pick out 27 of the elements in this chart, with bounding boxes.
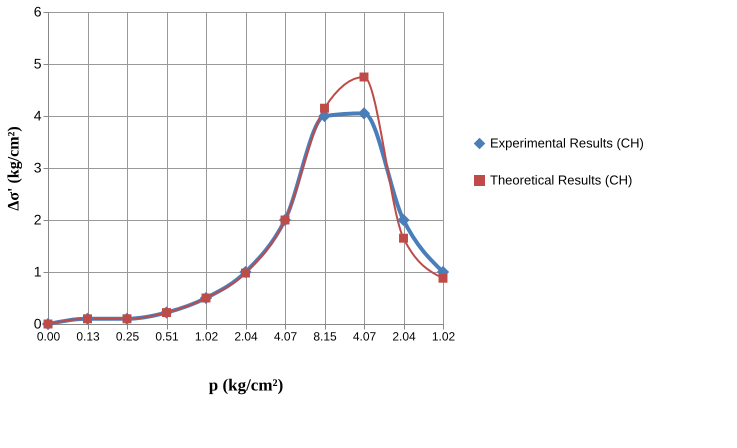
point <box>360 72 368 82</box>
point <box>438 274 448 283</box>
y-tick-label: 1 <box>34 264 42 280</box>
x-tick-label: 8.15 <box>313 330 337 344</box>
y-axis-title: Δσ' (kg/cm²) <box>6 126 23 211</box>
x-tick-label: 2.04 <box>234 330 258 344</box>
y-tick-label: 6 <box>34 4 42 20</box>
y-tick-label: 4 <box>34 108 42 124</box>
x-tick-label: 1.02 <box>194 330 218 344</box>
point <box>399 234 408 243</box>
x-tick-label: 1.02 <box>432 330 456 344</box>
legend-label: Experimental Results (CH) <box>490 136 644 150</box>
x-tick-label: 2.04 <box>392 330 416 344</box>
y-tick-label: 0 <box>34 316 42 332</box>
x-tick-label: 0.13 <box>76 330 100 344</box>
y-tick-label: 2 <box>34 212 42 228</box>
x-axis-title: p (kg/cm²) <box>208 376 284 394</box>
legend-label: Theoretical Results (CH) <box>490 172 632 188</box>
x-tick-label: 0.00 <box>36 330 60 344</box>
y-tick-label: 5 <box>34 56 42 72</box>
x-tick-label: 0.51 <box>155 330 179 344</box>
y-tick-label: 3 <box>34 160 42 176</box>
point <box>320 104 329 113</box>
x-tick-label: 4.07 <box>274 330 298 344</box>
point <box>397 214 410 226</box>
x-tick-label: 0.25 <box>116 330 140 344</box>
x-tick-label: 4.07 <box>352 330 376 344</box>
